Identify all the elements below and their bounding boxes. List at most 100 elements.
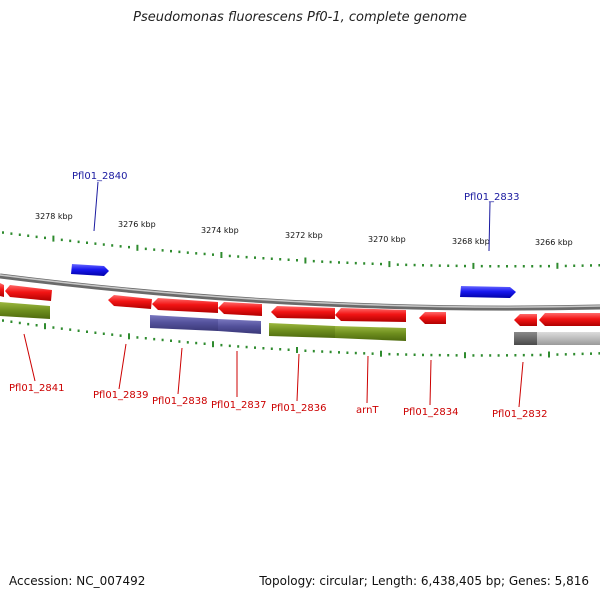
cds-pfl01-2832-b[interactable] [537, 332, 600, 345]
gene-pfl01-2841[interactable] [5, 285, 52, 301]
minor-tick [279, 348, 282, 351]
minor-tick [144, 337, 147, 340]
gene-arnt[interactable] [335, 308, 406, 322]
minor-tick [237, 255, 240, 258]
minor-tick [35, 324, 38, 327]
minor-tick [270, 347, 273, 350]
minor-tick [438, 353, 441, 357]
minor-tick [287, 258, 290, 261]
minor-tick [506, 354, 508, 357]
minor-tick [480, 354, 483, 357]
gene-label-pfl01-2840[interactable]: Pfl01_2840 [72, 171, 128, 182]
major-tick [464, 352, 466, 359]
cds-pfl01-2838[interactable] [150, 315, 218, 331]
minor-tick [539, 353, 542, 357]
minor-tick [186, 341, 189, 344]
gene-pfl01-2839[interactable] [108, 295, 152, 309]
minor-tick [430, 353, 433, 357]
minor-tick [338, 261, 340, 264]
gene-label-pfl01-2837[interactable]: Pfl01_2837 [211, 400, 267, 411]
minor-tick [413, 263, 416, 267]
gene-label-arnt[interactable]: arnT [356, 405, 379, 416]
minor-tick [321, 260, 324, 263]
minor-tick [354, 261, 357, 265]
minor-tick [203, 252, 206, 256]
gene-label-pfl01-2832[interactable]: Pfl01_2832 [492, 409, 548, 420]
minor-tick [94, 242, 97, 245]
minor-tick [69, 239, 72, 243]
gene-label-pfl01-2836[interactable]: Pfl01_2836 [271, 403, 327, 414]
minor-tick [170, 339, 172, 342]
minor-tick [161, 338, 164, 342]
cds-pfl01-2832-a[interactable] [514, 332, 537, 345]
minor-tick [539, 264, 542, 268]
minor-tick [590, 352, 592, 355]
scale-labels: 3278 kbp 3276 kbp 3274 kbp 3272 kbp 3270… [35, 212, 573, 247]
minor-tick [396, 353, 399, 356]
minor-tick [111, 244, 114, 247]
gene-label-pfl01-2833[interactable]: Pfl01_2833 [464, 192, 520, 203]
gene-pfl01-2836[interactable] [271, 306, 335, 319]
minor-tick [119, 334, 122, 337]
cds-pfl01-2841[interactable] [0, 302, 50, 319]
major-tick [472, 262, 475, 269]
minor-tick [136, 336, 139, 339]
gene-label-pfl01-2838[interactable]: Pfl01_2838 [152, 396, 208, 407]
scale-label: 3268 kbp [452, 237, 490, 246]
genome-backbone-highlight [0, 274, 600, 308]
minor-tick [430, 264, 433, 267]
minor-tick [363, 262, 366, 265]
minor-tick [254, 346, 256, 349]
minor-tick [455, 264, 458, 268]
genome-backbone [0, 273, 600, 311]
minor-tick [472, 354, 475, 357]
gene-label-pfl01-2839[interactable]: Pfl01_2839 [93, 390, 149, 401]
gene-label-pfl01-2841[interactable]: Pfl01_2841 [9, 383, 65, 394]
minor-tick [44, 236, 46, 240]
minor-tick [262, 257, 265, 260]
minor-tick [27, 322, 30, 326]
minor-tick [438, 264, 441, 267]
upper-tick-track [2, 231, 600, 269]
minor-tick [153, 248, 156, 251]
minor-tick [212, 253, 214, 256]
minor-tick [464, 264, 466, 268]
gene-pfl01-2832-b[interactable] [539, 313, 600, 326]
gene-pfl01-2840[interactable] [71, 264, 109, 276]
minor-tick [564, 264, 567, 268]
major-tick [128, 333, 130, 340]
minor-tick [447, 354, 450, 357]
minor-tick [102, 243, 105, 246]
cds-pfl01-2836[interactable] [269, 323, 335, 338]
gene-pfl01-2834[interactable] [419, 312, 446, 324]
minor-tick [573, 264, 576, 267]
minor-tick [497, 265, 500, 268]
minor-tick [144, 247, 147, 251]
cds-arnt[interactable] [335, 326, 406, 341]
minor-tick [598, 352, 600, 355]
minor-tick [186, 251, 189, 254]
cds-pfl01-2837[interactable] [218, 319, 261, 334]
accession-text: Accession: NC_007492 [9, 574, 146, 588]
minor-tick [195, 341, 198, 345]
minor-tick [531, 265, 534, 268]
minor-tick [254, 256, 256, 259]
minor-tick [228, 254, 231, 258]
gene-label-pfl01-2834[interactable]: Pfl01_2834 [403, 407, 459, 418]
minor-tick [94, 331, 97, 334]
minor-tick [128, 245, 130, 249]
minor-tick [312, 349, 315, 353]
gene-pfl01-2841-left[interactable] [0, 283, 4, 297]
minor-tick [304, 349, 307, 352]
minor-tick [329, 260, 332, 264]
minor-tick [556, 353, 559, 356]
gene-pfl01-2837[interactable] [218, 302, 262, 316]
minor-tick [60, 327, 63, 330]
minor-tick [506, 265, 508, 268]
minor-tick [245, 345, 248, 349]
gene-pfl01-2832-a[interactable] [514, 314, 537, 326]
minor-tick [18, 233, 21, 236]
gene-pfl01-2833[interactable] [460, 286, 516, 298]
gene-pfl01-2838[interactable] [152, 298, 218, 313]
minor-tick [86, 241, 88, 244]
